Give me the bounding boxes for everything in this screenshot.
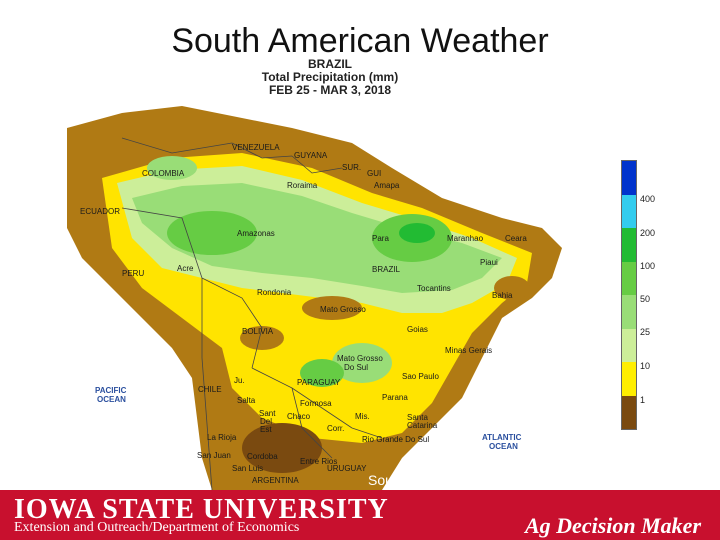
label-peru: PERU xyxy=(122,269,144,278)
label-para: Para xyxy=(372,234,389,243)
label-la-rioja: La Rioja xyxy=(207,433,237,442)
label-san-luis: San Luis xyxy=(232,464,263,473)
map-header-variable: Total Precipitation (mm) xyxy=(261,70,399,84)
label-minas-gerais: Minas Gerais xyxy=(445,346,492,355)
label-bahia: Bahia xyxy=(492,291,513,300)
label-argentina: ARGENTINA xyxy=(252,476,299,485)
country-borders xyxy=(121,137,383,490)
label-san-juan: San Juan xyxy=(197,451,231,460)
legend-swatch-1 xyxy=(622,194,636,228)
label-maranhao: Maranhao xyxy=(447,234,484,243)
label-jujuy: Ju. xyxy=(234,376,245,385)
dry-zone-bahia xyxy=(494,276,530,300)
label-venezuela: VENEZUELA xyxy=(232,143,280,152)
label-french-guiana: GUI xyxy=(367,169,381,178)
label-sde-3: Est xyxy=(260,425,272,434)
label-formosa: Formosa xyxy=(300,399,332,408)
label-mato-grosso-do-sul-1: Mato Grosso xyxy=(337,354,383,363)
department-text: Extension and Outreach/Department of Eco… xyxy=(14,520,300,535)
label-piaui: Piaui xyxy=(480,258,498,267)
label-amapa: Amapa xyxy=(374,181,400,190)
legend-label-1: 1 xyxy=(640,395,646,405)
label-santa-catarina-1: Santa xyxy=(407,413,428,422)
legend-swatch-7 xyxy=(622,395,636,429)
label-rondonia: Rondonia xyxy=(257,288,292,297)
label-amazonas: Amazonas xyxy=(237,229,275,238)
university-logo-text: IOWA STATE UNIVERSITY xyxy=(14,494,389,525)
legend-label-400: 400 xyxy=(640,194,656,204)
legend-label-25: 25 xyxy=(640,327,651,337)
precipitation-map-svg: VENEZUELA GUYANA SUR. GUI COLOMBIA ECUAD… xyxy=(62,98,602,490)
footer-banner xyxy=(0,490,720,540)
legend-label-200: 200 xyxy=(640,228,656,238)
label-corrientes: Corr. xyxy=(327,424,344,433)
label-roraima: Roraima xyxy=(287,181,318,190)
label-guyana: GUYANA xyxy=(294,151,328,160)
slide-title: South American Weather xyxy=(171,22,549,60)
legend-swatch-5 xyxy=(622,328,636,362)
label-atlantic-1: ATLANTIC xyxy=(482,433,522,442)
source-credit: Source: NOAA, Climate Prediction Center xyxy=(368,472,628,488)
label-atlantic-2: OCEAN xyxy=(489,442,518,451)
precip-zone-100mm-goias xyxy=(332,343,392,383)
map-header-country: BRAZIL xyxy=(308,57,352,71)
label-chaco: Chaco xyxy=(287,412,311,421)
precip-zone-200mm-para xyxy=(399,223,435,243)
label-salta: Salta xyxy=(237,396,256,405)
label-chile: CHILE xyxy=(198,385,222,394)
label-bolivia: BOLIVIA xyxy=(242,327,274,336)
label-entre-rios: Entre Rios xyxy=(300,457,337,466)
label-ceara: Ceara xyxy=(505,234,527,243)
precip-zone-50mm xyxy=(132,183,502,293)
label-mato-grosso-do-sul-2: Do Sul xyxy=(344,363,368,372)
label-ecuador: ECUADOR xyxy=(80,207,120,216)
legend-swatch-4 xyxy=(622,295,636,329)
legend-swatch-6 xyxy=(622,362,636,396)
label-parana: Parana xyxy=(382,393,408,402)
dry-zone-bolivia xyxy=(240,326,284,350)
label-goias: Goias xyxy=(407,325,428,334)
label-sde-1: Sant xyxy=(259,409,276,418)
precipitation-legend xyxy=(621,160,637,430)
label-misiones: Mis. xyxy=(355,412,370,421)
label-suriname: SUR. xyxy=(342,163,361,172)
label-rio-grande-do-sul: Rio Grande Do Sul xyxy=(362,435,429,444)
label-pacific-1: PACIFIC xyxy=(95,386,127,395)
legend-swatch-2 xyxy=(622,228,636,262)
label-cordoba: Cordoba xyxy=(247,452,278,461)
legend-label-10: 10 xyxy=(640,361,651,371)
map-header-dates: FEB 25 - MAR 3, 2018 xyxy=(268,83,392,97)
precip-zone-100mm-paraguay xyxy=(300,359,344,387)
legend-label-100: 100 xyxy=(640,261,656,271)
label-colombia: COLOMBIA xyxy=(142,169,185,178)
label-sao-paulo: Sao Paulo xyxy=(402,372,439,381)
dry-zone-argentina xyxy=(242,423,322,473)
label-uruguay: URUGUAY xyxy=(327,464,367,473)
legend-label-50: 50 xyxy=(640,294,651,304)
precipitation-map: VENEZUELA GUYANA SUR. GUI COLOMBIA ECUAD… xyxy=(62,98,602,490)
label-brazil: BRAZIL xyxy=(372,265,401,274)
label-sde-2: Del xyxy=(260,417,272,426)
precip-zone-50mm-colombia xyxy=(147,156,197,180)
label-paraguay: PARAGUAY xyxy=(297,378,341,387)
legend-swatch-0 xyxy=(622,161,636,195)
label-acre: Acre xyxy=(177,264,194,273)
brand-text: Ag Decision Maker xyxy=(525,513,701,538)
label-santa-catarina-2: Catarina xyxy=(407,421,438,430)
label-tocantins: Tocantins xyxy=(417,284,451,293)
label-pacific-2: OCEAN xyxy=(97,395,126,404)
dry-zone-mato-grosso xyxy=(302,296,362,320)
precip-zone-100mm-amazonas xyxy=(167,211,257,255)
label-mato-grosso: Mato Grosso xyxy=(320,305,366,314)
map-header: BRAZIL Total Precipitation (mm) FEB 25 -… xyxy=(245,58,415,97)
legend-swatch-3 xyxy=(622,261,636,295)
